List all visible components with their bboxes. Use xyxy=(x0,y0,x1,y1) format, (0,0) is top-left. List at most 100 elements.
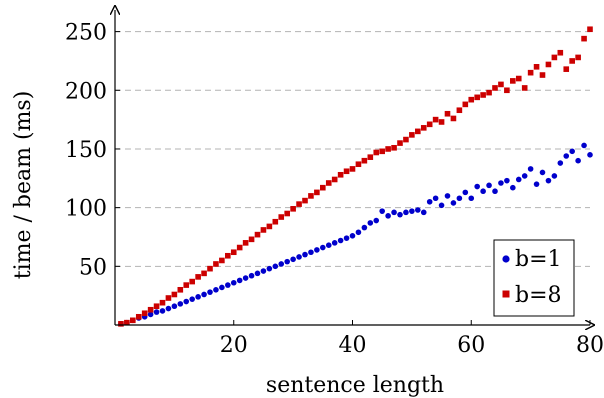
point-b8 xyxy=(432,116,439,123)
point-b8 xyxy=(337,171,344,178)
point-b8 xyxy=(278,214,285,220)
point-b1 xyxy=(551,173,558,179)
point-b1 xyxy=(527,166,534,172)
point-b8 xyxy=(314,189,320,196)
point-b8 xyxy=(219,257,225,264)
point-b1 xyxy=(219,284,225,291)
axes xyxy=(115,10,590,325)
point-b1 xyxy=(308,249,314,256)
point-b8 xyxy=(361,157,368,164)
point-b8 xyxy=(563,66,570,72)
point-b8 xyxy=(373,149,380,156)
point-b8 xyxy=(415,128,421,135)
x-tick-label: 80 xyxy=(576,333,604,358)
point-b1 xyxy=(456,195,463,202)
point-b1 xyxy=(343,235,350,241)
y-tick-label: 250 xyxy=(65,21,107,46)
point-b8 xyxy=(527,69,534,76)
legend-marker-b1 xyxy=(502,255,510,263)
point-b8 xyxy=(242,240,249,246)
point-b8 xyxy=(225,252,231,259)
point-b1 xyxy=(272,263,279,270)
point-b1 xyxy=(314,247,320,253)
point-b8 xyxy=(320,184,326,191)
point-b1 xyxy=(320,244,326,251)
point-b1 xyxy=(403,209,409,216)
legend-box xyxy=(493,239,575,317)
point-b1 xyxy=(420,209,427,216)
point-b8 xyxy=(177,286,184,293)
point-b8 xyxy=(456,107,463,114)
point-b8 xyxy=(498,81,504,88)
point-b8 xyxy=(367,154,374,160)
x-tick-label: 20 xyxy=(220,333,248,358)
point-b8 xyxy=(183,282,190,288)
tick-labels: 50 100 150 200 250 20 40 60 80 xyxy=(65,21,604,358)
point-b8 xyxy=(254,231,261,238)
point-b1 xyxy=(296,254,302,260)
point-b1 xyxy=(242,275,249,281)
point-b8 xyxy=(474,94,480,101)
point-b1 xyxy=(367,220,374,226)
point-b1 xyxy=(290,256,296,263)
point-b1 xyxy=(355,229,362,236)
point-b8 xyxy=(420,125,427,131)
point-b1 xyxy=(207,289,213,295)
point-b8 xyxy=(492,85,498,91)
point-b8 xyxy=(141,310,148,317)
point-b8 xyxy=(266,223,273,230)
point-b1 xyxy=(521,173,528,179)
point-b8 xyxy=(284,210,290,217)
point-b1 xyxy=(183,298,190,305)
point-b1 xyxy=(147,311,154,318)
point-b8 xyxy=(545,61,552,68)
point-b8 xyxy=(462,101,469,108)
point-b8 xyxy=(450,115,457,122)
y-tick-label: 100 xyxy=(65,197,107,222)
point-b1 xyxy=(504,177,510,184)
point-b8 xyxy=(118,321,124,327)
point-b8 xyxy=(581,35,587,42)
point-b1 xyxy=(557,160,564,166)
point-b1 xyxy=(349,233,356,239)
point-b8 xyxy=(385,146,391,152)
point-b1 xyxy=(409,208,415,214)
point-b8 xyxy=(403,136,409,143)
point-b8 xyxy=(355,161,362,168)
y-tick-label: 50 xyxy=(79,255,107,280)
point-b1 xyxy=(260,268,267,274)
point-b1 xyxy=(213,286,219,293)
legend-label-b8: b=8 xyxy=(515,283,562,308)
point-b8 xyxy=(213,261,219,267)
point-b8 xyxy=(165,295,172,301)
point-b8 xyxy=(557,49,564,56)
point-b8 xyxy=(331,176,338,183)
point-b1 xyxy=(159,308,166,314)
y-tick-label: 150 xyxy=(65,138,107,163)
x-tick-label: 60 xyxy=(457,333,485,358)
point-b1 xyxy=(254,270,261,277)
point-b8 xyxy=(533,64,540,70)
point-b8 xyxy=(480,92,486,98)
point-b8 xyxy=(504,87,510,94)
point-b1 xyxy=(373,217,380,224)
data-points xyxy=(118,26,593,327)
point-b1 xyxy=(230,279,237,286)
point-b1 xyxy=(225,282,231,288)
point-b1 xyxy=(325,242,332,248)
point-b8 xyxy=(510,78,516,84)
point-b8 xyxy=(486,89,492,96)
point-b8 xyxy=(248,236,255,243)
point-b8 xyxy=(290,206,296,212)
point-b8 xyxy=(391,144,397,151)
point-b8 xyxy=(539,72,546,78)
point-b8 xyxy=(135,313,142,320)
point-b1 xyxy=(331,240,338,246)
point-b1 xyxy=(236,277,243,284)
point-b8 xyxy=(379,148,385,155)
point-b8 xyxy=(343,168,350,175)
point-b8 xyxy=(296,201,302,207)
gridlines xyxy=(115,31,590,267)
point-b1 xyxy=(450,200,457,206)
point-b8 xyxy=(444,110,451,117)
